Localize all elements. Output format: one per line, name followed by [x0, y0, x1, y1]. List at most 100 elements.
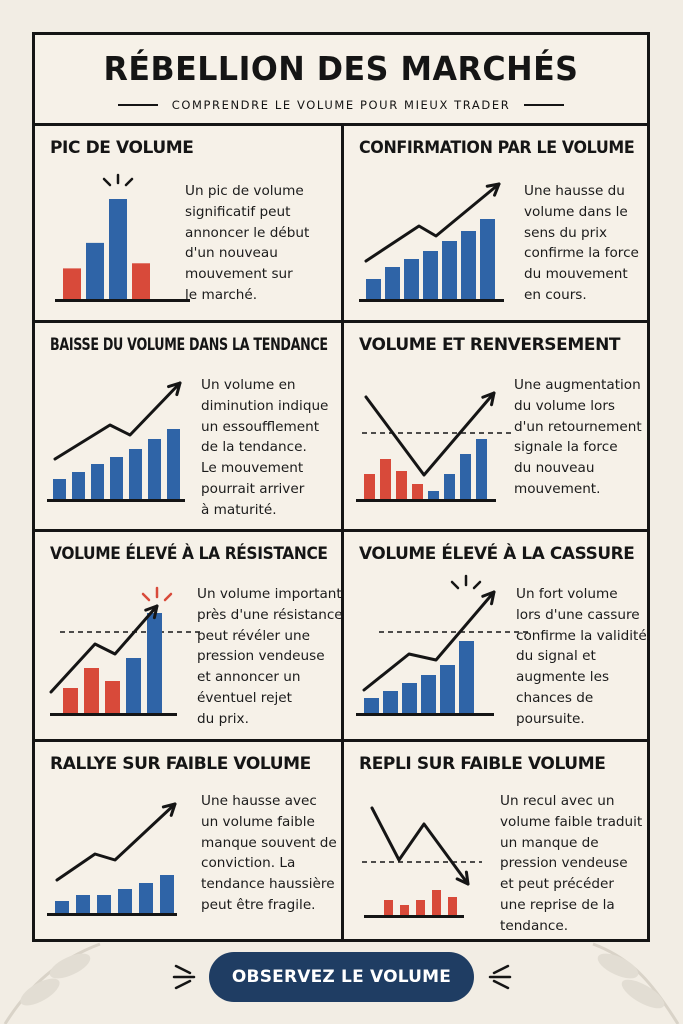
description-line: peut révéler une: [197, 627, 310, 644]
volume-bar: [118, 889, 132, 913]
page-title: RÉBELLION DES MARCHÉS: [103, 49, 579, 88]
volume-bar: [476, 439, 487, 499]
description-line: Un recul avec un: [500, 793, 615, 809]
card-description: Un recul avec un volume faible traduit un …: [500, 791, 642, 937]
volume-bar: [53, 479, 66, 499]
arrow-head-icon: [485, 182, 501, 197]
volume-bar: [132, 263, 150, 299]
volume-bar: [428, 491, 439, 499]
card-baisse: BAISSE DU VOLUME DANS LA TENDANCE Un volu…: [35, 323, 341, 529]
description-line: pourrait arriver: [201, 480, 305, 497]
card-title: CONFIRMATION PAR LE VOLUME: [359, 138, 635, 158]
spike-mark-icon: [102, 177, 112, 187]
price-trend-arrow: [362, 590, 496, 692]
volume-bar: [84, 668, 99, 713]
description-line: volume faible traduit: [500, 813, 643, 830]
volume-chart: [47, 381, 185, 502]
volume-bar: [160, 875, 174, 913]
grid-divider-row-1: [35, 320, 647, 323]
description-line: annoncer le début: [185, 224, 310, 241]
volume-chart: [359, 182, 504, 302]
infographic-frame: RÉBELLION DES MARCHÉS COMPRENDRE LE VOLU…: [32, 32, 650, 942]
description-line: Une augmentation: [514, 377, 641, 393]
volume-bar: [97, 895, 111, 913]
description-line: significatif peut: [185, 203, 291, 220]
description-line: Un volume important: [197, 586, 341, 602]
header: RÉBELLION DES MARCHÉS COMPRENDRE LE VOLU…: [35, 35, 647, 126]
volume-bar: [421, 675, 436, 713]
description-line: pression vendeuse: [500, 855, 628, 872]
arrow-head-icon: [144, 604, 159, 620]
volume-bar: [402, 683, 417, 713]
volume-bar: [459, 641, 474, 713]
card-description: Un pic de volume significatif peut annonce…: [185, 181, 309, 306]
leaf-decoration-bottom-right-icon: [592, 942, 680, 1024]
description-line: confirme la validité: [516, 627, 647, 644]
grid-divider-row-3: [35, 739, 647, 742]
description-line: augmente les: [516, 669, 610, 686]
description-line: le marché.: [185, 286, 258, 303]
volume-bar: [432, 890, 441, 915]
card-title: VOLUME ÉLEVÉ À LA RÉSISTANCE: [50, 544, 328, 564]
volume-bar: [72, 472, 85, 499]
description-line: Une hausse avec: [201, 793, 317, 809]
volume-chart: [356, 574, 529, 716]
card-repli: REPLI SUR FAIBLE VOLUME Un recul avec un v…: [344, 742, 647, 939]
spark-left-icon: [172, 964, 196, 990]
description-line: signale la force: [514, 439, 618, 456]
volume-bar: [440, 665, 455, 713]
card-title: VOLUME ET RENVERSEMENT: [359, 335, 621, 355]
price-trend-arrow: [364, 182, 501, 263]
subtitle-rule-right: [524, 104, 565, 106]
price-trend-arrow: [370, 806, 470, 886]
volume-bar: [91, 464, 104, 499]
description-line: d'un nouveau: [185, 245, 278, 262]
volume-bar: [63, 688, 78, 713]
description-line: un volume faible: [201, 813, 315, 830]
volume-bar: [76, 895, 90, 913]
grid-divider-vertical: [341, 126, 344, 939]
observe-volume-button[interactable]: OBSERVEZ LE VOLUME: [209, 952, 474, 1002]
description-line: volume dans le: [524, 203, 628, 220]
description-line: Un pic de volume: [185, 183, 304, 199]
price-trend-arrow: [364, 391, 496, 477]
description-line: éventuel rejet: [197, 689, 292, 706]
card-pic: PIC DE VOLUME Un pic de volume significati…: [35, 126, 341, 320]
description-line: poursuite.: [516, 710, 585, 727]
volume-bar: [63, 268, 81, 299]
card-rallye: RALLYE SUR FAIBLE VOLUME Une hausse avec u…: [35, 742, 341, 939]
description-line: un manque de: [500, 834, 599, 851]
card-title: VOLUME ÉLEVÉ À LA CASSURE: [359, 544, 635, 564]
card-renversement: VOLUME ET RENVERSEMENT Une augmentation du…: [344, 323, 647, 529]
volume-bar: [442, 241, 457, 299]
volume-bar: [416, 900, 425, 915]
volume-chart: [49, 586, 200, 716]
subtitle-rule-left: [117, 104, 158, 106]
card-description: Un volume important près d'une résistance…: [197, 584, 341, 730]
description-line: tendance haussière: [201, 876, 335, 893]
card-description: Un fort volume lors d'une cassure confirme…: [516, 584, 647, 730]
description-line: du nouveau: [514, 460, 595, 477]
volume-bar: [364, 474, 375, 499]
volume-bar: [396, 471, 407, 499]
volume-bar: [480, 219, 495, 299]
volume-bar: [129, 449, 142, 499]
description-line: chances de: [516, 689, 594, 706]
spike-mark-icon: [141, 592, 151, 602]
description-line: à maturité.: [201, 501, 277, 518]
volume-bar: [460, 454, 471, 499]
card-title: REPLI SUR FAIBLE VOLUME: [359, 754, 606, 774]
volume-chart: [362, 806, 482, 918]
price-trend-arrow: [55, 802, 177, 882]
volume-bar: [366, 279, 381, 299]
card-cassure: VOLUME ÉLEVÉ À LA CASSURE Un fort volume l…: [344, 532, 647, 739]
description-line: mouvement.: [514, 480, 601, 497]
volume-bar: [109, 199, 127, 299]
description-line: tendance.: [500, 917, 569, 934]
description-line: confirme la force: [524, 245, 639, 262]
volume-chart: [356, 391, 512, 502]
description-line: un essoufflement: [201, 418, 320, 435]
description-line: en cours.: [524, 286, 587, 303]
description-line: d'un retournement: [514, 418, 642, 435]
volume-chart: [47, 802, 177, 916]
